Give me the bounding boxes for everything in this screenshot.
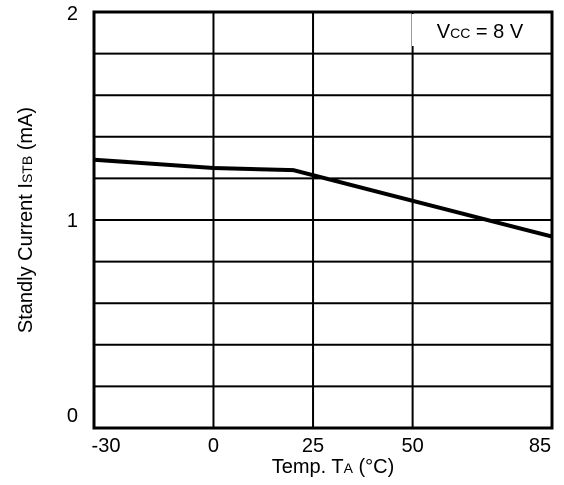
y-axis-label-prefix: Standly Current I — [15, 183, 37, 333]
series-layer — [93, 157, 553, 239]
annotation-box: VCC = 8 V — [412, 14, 548, 46]
x-tick-label: 85 — [529, 435, 551, 457]
y-tick-labels: 0 1 2 — [67, 3, 78, 427]
vcc-annotation: VCC = 8 V — [437, 21, 524, 43]
y-tick-label: 1 — [67, 210, 78, 232]
annotation-background — [412, 14, 548, 46]
x-axis-label: Temp. TA (°C) — [272, 456, 395, 478]
vcc-suffix: = 8 V — [470, 21, 523, 43]
y-tick-label: 2 — [67, 3, 78, 25]
y-axis-label-sub: STB — [19, 156, 35, 183]
vcc-prefix: V — [437, 21, 451, 43]
y-axis-label: Standly Current ISTB (mA) — [15, 107, 37, 333]
x-axis-label-prefix: Temp. T — [272, 456, 344, 478]
series-line — [93, 157, 553, 239]
vcc-sub: CC — [450, 25, 470, 41]
x-axis-label-sub: A — [344, 460, 354, 476]
x-axis-label-suffix: (°C) — [353, 456, 394, 478]
x-tick-labels: -30 0 25 50 85 — [92, 435, 552, 457]
x-tick-label: 25 — [302, 435, 324, 457]
x-tick-label: 50 — [401, 435, 423, 457]
x-tick-label: -30 — [92, 435, 121, 457]
plot-frame — [92, 10, 554, 430]
y-axis-label-suffix: (mA) — [15, 107, 37, 156]
x-tick-label: 0 — [208, 435, 219, 457]
y-tick-label: 0 — [67, 405, 78, 427]
